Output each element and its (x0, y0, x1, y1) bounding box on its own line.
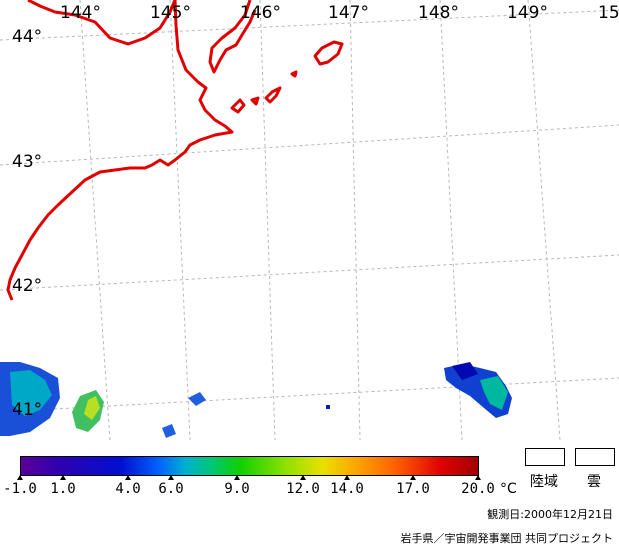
sst-patch-east-warm (480, 376, 508, 410)
land-legend-label: 陸域 (530, 474, 558, 490)
cloud-legend-label: 雲 (587, 474, 601, 490)
lat-label-44: 44° (12, 27, 43, 47)
graticule (0, 0, 619, 441)
coast-north (27, 0, 177, 46)
sst-patch-east-cold (452, 362, 478, 380)
islet-a (230, 98, 246, 114)
sst-map: 144° 145° 146° 147° 148° 149° 15 44° 43°… (0, 0, 619, 441)
lat-label-41: 41° (12, 400, 43, 420)
lon-label-145: 145° (150, 3, 191, 23)
colorbar-tick-label: 20.0 (461, 481, 495, 497)
meridian-145 (169, 0, 191, 441)
lon-label-147: 147° (328, 3, 369, 23)
lon-label-148: 148° (418, 3, 459, 23)
colorbar-tick-label: 12.0 (286, 481, 320, 497)
islet-c (290, 70, 298, 78)
lon-label-150: 15 (598, 3, 619, 23)
tick-mark (410, 475, 416, 480)
parallel-42 (0, 254, 619, 291)
tick-mark (234, 475, 240, 480)
sst-patch-west-hot (84, 396, 100, 420)
colorbar-tick-label: 4.0 (115, 481, 141, 497)
colorbar-tick-label: 1.0 (50, 481, 76, 497)
meridian-149 (527, 0, 561, 441)
colorbar-tick-label: -1.0 (3, 481, 37, 497)
lon-label-144: 144° (60, 3, 101, 23)
sst-patches (0, 362, 512, 438)
meridian-144 (79, 0, 111, 441)
colorbar-tick-label: 17.0 (396, 481, 430, 497)
lon-label-149: 149° (507, 3, 548, 23)
kunashiri (208, 0, 257, 74)
tick-mark (125, 475, 131, 480)
tick-mark (168, 475, 174, 480)
parallel-41 (0, 377, 619, 413)
lat-label-43: 43° (12, 152, 43, 172)
credit-line: 岩手県／宇宙開発事業団 共同プロジェクト (400, 532, 614, 545)
meridian-146 (259, 0, 276, 441)
land-legend-swatch (525, 448, 565, 466)
tick-mark (344, 475, 350, 480)
colorbar-tick-label: 14.0 (330, 481, 364, 497)
colorbar-tick-label: 9.0 (224, 481, 250, 497)
tick-mark (300, 475, 306, 480)
temperature-colorbar (20, 456, 479, 476)
cloud-legend-swatch (575, 448, 615, 466)
shikotan (313, 40, 344, 66)
tick-mark (475, 475, 481, 480)
islet-b (250, 96, 260, 106)
parallel-43 (0, 124, 619, 166)
observation-date: 観測日:2000年12月21日 (487, 508, 613, 521)
lat-label-42: 42° (12, 276, 43, 296)
tick-mark (60, 475, 66, 480)
coastline (6, 0, 344, 301)
sst-patch-west-mid (10, 370, 52, 416)
sst-patch-small-b (162, 424, 176, 438)
habomai (264, 86, 282, 104)
parallel-44 (0, 9, 619, 41)
map-canvas (0, 0, 619, 441)
sst-patch-dot (326, 405, 330, 409)
meridian-147 (349, 0, 361, 441)
tick-mark (17, 475, 23, 480)
temperature-unit: °C (500, 481, 517, 497)
colorbar-tick-label: 6.0 (158, 481, 184, 497)
coast-east (6, 0, 234, 301)
sst-patch-small-a (188, 392, 206, 406)
lon-label-146: 146° (240, 3, 281, 23)
